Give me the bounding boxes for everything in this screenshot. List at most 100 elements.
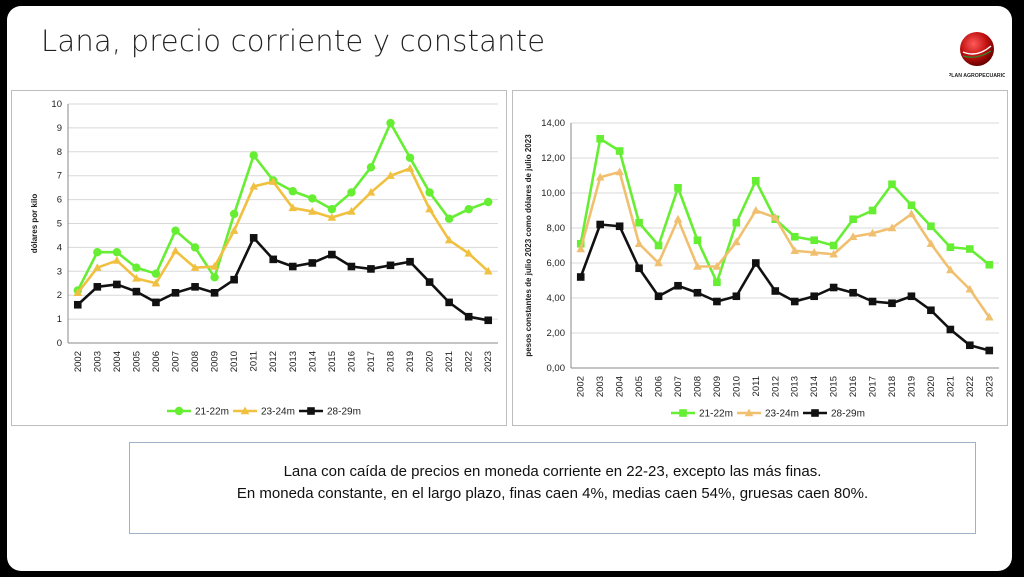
data-point (249, 151, 258, 160)
y-tick-label: 8 (57, 147, 62, 158)
x-tick-label: 2007 (673, 376, 684, 397)
data-point (829, 241, 838, 250)
data-point (809, 248, 819, 256)
x-tick-label: 2021 (945, 376, 956, 397)
data-point (752, 176, 760, 185)
data-point (425, 188, 434, 197)
x-tick-label: 2008 (190, 351, 201, 372)
data-point (790, 246, 800, 254)
data-point (445, 298, 453, 307)
x-tick-label: 2022 (965, 376, 976, 397)
y-axis-label: pesos constantes de julio 2023 como dóla… (524, 134, 533, 357)
series-line (579, 223, 990, 352)
data-point (635, 264, 643, 273)
y-tick-label: 10 (51, 99, 62, 110)
series-21-22m (73, 118, 493, 295)
data-point (713, 278, 721, 287)
data-point (93, 263, 102, 271)
data-point (985, 260, 994, 269)
y-tick-label: 1 (57, 314, 62, 325)
data-point (405, 153, 415, 162)
x-tick-label: 2016 (848, 376, 859, 397)
y-tick-label: 6 (57, 195, 62, 206)
data-point (654, 241, 663, 250)
y-tick-label: 14,00 (541, 118, 565, 129)
x-tick-label: 2015 (327, 351, 338, 372)
data-point (230, 275, 238, 284)
data-point (308, 259, 317, 267)
x-tick-label: 2003 (595, 376, 606, 397)
data-point (151, 278, 161, 287)
x-tick-label: 2014 (307, 351, 318, 372)
data-point (576, 273, 585, 281)
x-tick-label: 2003 (92, 351, 103, 372)
data-point (576, 244, 586, 253)
data-point (93, 283, 102, 291)
data-point (887, 223, 897, 232)
data-point (751, 206, 761, 214)
note-line-1: Lana con caída de precios en moneda corr… (283, 463, 822, 480)
legend-label: 28-29m (831, 409, 865, 420)
y-tick-label: 3 (57, 266, 62, 277)
data-point (73, 288, 83, 297)
y-tick-label: 9 (57, 123, 62, 134)
data-point (868, 297, 877, 306)
y-tick-label: 7 (57, 171, 62, 182)
x-tick-label: 2016 (346, 351, 357, 372)
x-tick-label: 2013 (288, 351, 299, 372)
y-tick-label: 12,00 (541, 153, 565, 164)
y-tick-label: 4 (57, 242, 62, 253)
y-tick-label: 0,00 (547, 363, 566, 374)
legend-marker (679, 409, 687, 417)
slide: Lana, precio corriente y constante PLAN … (7, 6, 1012, 571)
legend-label: 23-24m (261, 407, 295, 418)
data-point (907, 201, 916, 210)
svg-text:PLAN AGROPECUARIO: PLAN AGROPECUARIO (949, 73, 1005, 79)
x-tick-label: 2020 (926, 376, 937, 397)
data-point (946, 265, 955, 274)
data-point (595, 172, 605, 181)
data-point (171, 226, 180, 235)
data-point (732, 237, 741, 246)
data-point (386, 261, 395, 270)
slide-title: Lana, precio corriente y constante (41, 24, 546, 58)
data-point (444, 214, 454, 223)
legend-marker (307, 407, 315, 415)
data-point (93, 247, 102, 257)
data-point (673, 214, 683, 223)
legend-label: 21-22m (195, 407, 229, 418)
legend-item-28-29m: 28-29m (299, 407, 361, 418)
data-point (425, 204, 434, 213)
series-28-29m (73, 234, 493, 325)
data-point (249, 234, 258, 242)
data-point (888, 180, 896, 189)
legend-label: 28-29m (327, 407, 361, 418)
x-tick-label: 2018 (887, 376, 898, 397)
summary-note: Lana con caída de precios en moneda corr… (129, 442, 976, 534)
data-point (654, 292, 663, 301)
data-point (848, 232, 858, 240)
data-point (190, 263, 200, 271)
x-tick-label: 2006 (151, 351, 162, 372)
series-line (76, 167, 490, 294)
data-point (171, 246, 180, 255)
data-point (596, 134, 604, 143)
chart-constant-prices-svg: 0,00 2,00 4,00 6,00 8,00 10,00 12,00 14,00 2002 2… (524, 118, 999, 420)
data-point (712, 262, 722, 270)
data-point (308, 194, 317, 203)
series-line (579, 137, 991, 284)
legend-item-21-22m: 21-22m (167, 407, 229, 418)
x-tick-label: 2012 (268, 351, 279, 372)
data-point (210, 273, 219, 282)
y-tick-label: 2,00 (547, 328, 566, 339)
x-tick-label: 2009 (712, 376, 723, 397)
x-tick-label: 2004 (112, 351, 123, 372)
data-point (693, 236, 702, 245)
data-point (615, 147, 624, 155)
x-tick-label: 2008 (692, 376, 703, 397)
y-tick-label: 6,00 (547, 258, 566, 269)
x-tick-label: 2019 (906, 376, 917, 397)
chart-constant-prices: 0,00 2,00 4,00 6,00 8,00 10,00 12,00 14,00 2002 2… (512, 90, 1008, 426)
data-point (713, 297, 721, 306)
y-axis-label: dólares por kilo (30, 194, 39, 254)
